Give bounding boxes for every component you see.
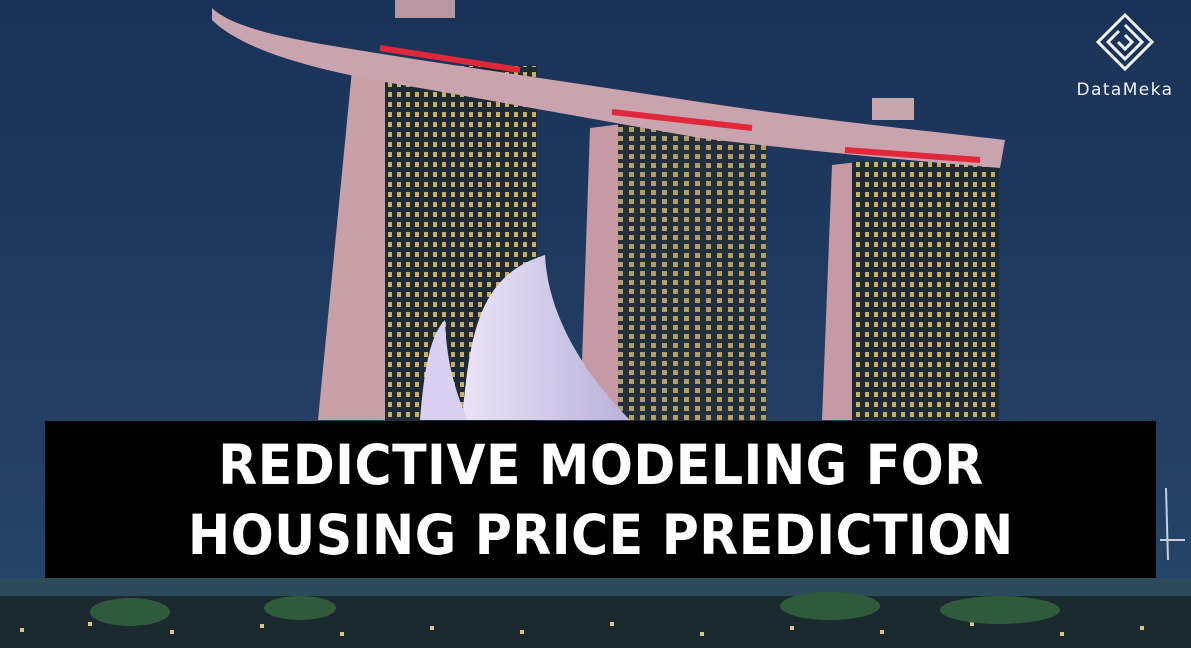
- brand-name: DataMeka: [1076, 80, 1174, 100]
- headline-line-1: REDICTIVE MODELING FOR: [217, 432, 984, 497]
- datameka-logo: DataMeka: [1058, 12, 1191, 104]
- headline-line-2: HOUSING PRICE PREDICTION: [187, 502, 1014, 567]
- diamond-maze-icon: [1095, 12, 1155, 72]
- headline: REDICTIVE MODELING FOR HOUSING PRICE PRE…: [45, 421, 1156, 578]
- headline-banner: REDICTIVE MODELING FOR HOUSING PRICE PRE…: [45, 421, 1156, 578]
